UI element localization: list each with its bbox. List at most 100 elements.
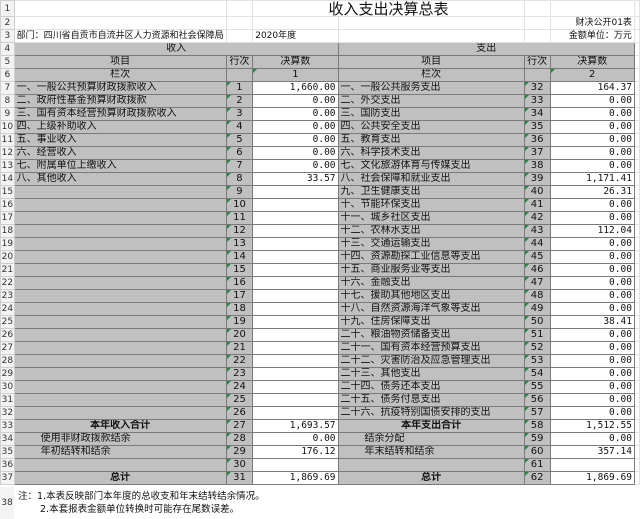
- expense-item-cell[interactable]: 十二、农林水支出: [337, 224, 525, 238]
- expense-amount-cell[interactable]: 0.00: [549, 289, 635, 303]
- expense-line-cell[interactable]: 34: [523, 107, 551, 121]
- expense-line-cell[interactable]: 41: [523, 198, 551, 212]
- expense-line-cell[interactable]: 56: [523, 393, 551, 407]
- income-amount-cell[interactable]: 0.00: [252, 94, 339, 108]
- income-amount-cell[interactable]: 176.12: [252, 445, 339, 459]
- expense-line-cell[interactable]: 43: [523, 224, 551, 238]
- income-amount-cell[interactable]: [252, 354, 339, 368]
- row-header[interactable]: 31: [0, 393, 15, 407]
- income-line-cell[interactable]: 13: [225, 237, 254, 251]
- income-line-cell[interactable]: 4: [225, 120, 254, 134]
- row-header[interactable]: 14: [0, 172, 15, 186]
- row-header[interactable]: 16: [0, 198, 15, 212]
- income-item-cell[interactable]: 二、政府性基金预算财政拨款: [13, 94, 227, 108]
- row-header[interactable]: 2: [0, 16, 15, 30]
- expense-line-cell[interactable]: 35: [523, 120, 551, 134]
- expense-item-cell[interactable]: 五、教育支出: [337, 133, 525, 147]
- expense-amount-cell[interactable]: 0.00: [549, 159, 635, 173]
- income-amount-cell[interactable]: 0.00: [252, 432, 339, 446]
- income-amount-cell[interactable]: 0.00: [252, 107, 339, 121]
- income-item-cell[interactable]: 总计: [13, 471, 227, 485]
- income-line-cell[interactable]: 7: [225, 159, 254, 173]
- expense-item-cell[interactable]: 八、社会保障和就业支出: [337, 172, 525, 186]
- expense-amount-cell[interactable]: 0.00: [549, 237, 635, 251]
- income-line-cell[interactable]: 21: [225, 341, 254, 355]
- row-header[interactable]: 20: [0, 250, 15, 264]
- expense-amount-cell[interactable]: 0.00: [549, 133, 635, 147]
- expense-item-cell[interactable]: 年末结转和结余: [337, 445, 525, 459]
- income-item-cell[interactable]: 本年收入合计: [13, 419, 227, 433]
- expense-amount-cell[interactable]: 0.00: [549, 354, 635, 368]
- income-amount-cell[interactable]: 33.57: [252, 172, 339, 186]
- expense-item-cell[interactable]: 本年支出合计: [337, 419, 525, 433]
- row-header[interactable]: 9: [0, 107, 15, 121]
- expense-item-cell[interactable]: 九、卫生健康支出: [337, 185, 525, 199]
- expense-amount-cell[interactable]: 0.00: [549, 393, 635, 407]
- income-item-cell[interactable]: [13, 380, 227, 394]
- income-line-cell[interactable]: 14: [225, 250, 254, 264]
- expense-amount-cell[interactable]: 0.00: [549, 211, 635, 225]
- row-header[interactable]: 1: [0, 0, 15, 17]
- expense-amount-cell[interactable]: 38.41: [549, 315, 635, 329]
- expense-item-cell[interactable]: 二十六、抗疫特别国债安排的支出: [337, 406, 525, 420]
- income-item-cell[interactable]: 三、国有资本经营预算财政拨款收入: [13, 107, 227, 121]
- row-header[interactable]: 21: [0, 263, 15, 277]
- income-line-cell[interactable]: 9: [225, 185, 254, 199]
- expense-item-cell[interactable]: 六、科学技术支出: [337, 146, 525, 160]
- expense-item-cell[interactable]: 总计: [337, 471, 525, 485]
- expense-amount-cell[interactable]: 0.00: [549, 367, 635, 381]
- expense-amount-cell[interactable]: 0.00: [549, 380, 635, 394]
- expense-amount-cell[interactable]: 0.00: [549, 302, 635, 316]
- expense-amount-cell[interactable]: 26.31: [549, 185, 635, 199]
- income-line-cell[interactable]: 29: [225, 445, 254, 459]
- row-header[interactable]: 33: [0, 419, 15, 433]
- expense-amount-cell[interactable]: 1,869.69: [549, 471, 635, 485]
- row-header[interactable]: 19: [0, 237, 15, 251]
- income-amount-cell[interactable]: [252, 276, 339, 290]
- income-item-cell[interactable]: 年初结转和结余: [13, 445, 227, 459]
- row-header[interactable]: 5: [0, 55, 15, 69]
- income-item-cell[interactable]: [13, 367, 227, 381]
- expense-line-cell[interactable]: 39: [523, 172, 551, 186]
- income-amount-cell[interactable]: [252, 302, 339, 316]
- row-header[interactable]: 8: [0, 94, 15, 108]
- income-item-cell[interactable]: 八、其他收入: [13, 172, 227, 186]
- expense-line-cell[interactable]: 55: [523, 380, 551, 394]
- income-amount-cell[interactable]: [252, 289, 339, 303]
- income-item-cell[interactable]: 五、事业收入: [13, 133, 227, 147]
- expense-line-cell[interactable]: 49: [523, 302, 551, 316]
- expense-amount-cell[interactable]: 0.00: [549, 146, 635, 160]
- income-amount-cell[interactable]: [252, 237, 339, 251]
- expense-amount-cell[interactable]: 0.00: [549, 432, 635, 446]
- expense-item-cell[interactable]: 二十三、其他支出: [337, 367, 525, 381]
- expense-amount-cell[interactable]: 1,171.41: [549, 172, 635, 186]
- row-header[interactable]: 4: [0, 42, 15, 56]
- income-amount-cell[interactable]: 0.00: [252, 159, 339, 173]
- expense-item-cell[interactable]: 十四、资源勘探工业信息等支出: [337, 250, 525, 264]
- expense-line-cell[interactable]: 60: [523, 445, 551, 459]
- row-header[interactable]: 36: [0, 458, 15, 472]
- expense-amount-cell[interactable]: 0.00: [549, 263, 635, 277]
- row-header[interactable]: 27: [0, 341, 15, 355]
- expense-amount-cell[interactable]: 357.14: [549, 445, 635, 459]
- income-line-cell[interactable]: 11: [225, 211, 254, 225]
- income-line-cell[interactable]: 30: [225, 458, 254, 472]
- expense-line-cell[interactable]: 52: [523, 341, 551, 355]
- row-header[interactable]: 3: [0, 29, 15, 43]
- income-item-cell[interactable]: [13, 315, 227, 329]
- expense-line-cell[interactable]: 46: [523, 263, 551, 277]
- income-line-cell[interactable]: 6: [225, 146, 254, 160]
- income-item-cell[interactable]: [13, 263, 227, 277]
- income-line-cell[interactable]: 26: [225, 406, 254, 420]
- expense-line-cell[interactable]: 51: [523, 328, 551, 342]
- row-header[interactable]: 10: [0, 120, 15, 134]
- expense-amount-cell[interactable]: [549, 458, 635, 472]
- income-line-cell[interactable]: 25: [225, 393, 254, 407]
- expense-line-cell[interactable]: 62: [523, 471, 551, 485]
- expense-amount-cell[interactable]: 0.00: [549, 276, 635, 290]
- income-item-cell[interactable]: [13, 393, 227, 407]
- income-item-cell[interactable]: [13, 328, 227, 342]
- expense-item-cell[interactable]: 一、一般公共服务支出: [337, 81, 525, 95]
- row-header[interactable]: 15: [0, 185, 15, 199]
- income-line-cell[interactable]: 12: [225, 224, 254, 238]
